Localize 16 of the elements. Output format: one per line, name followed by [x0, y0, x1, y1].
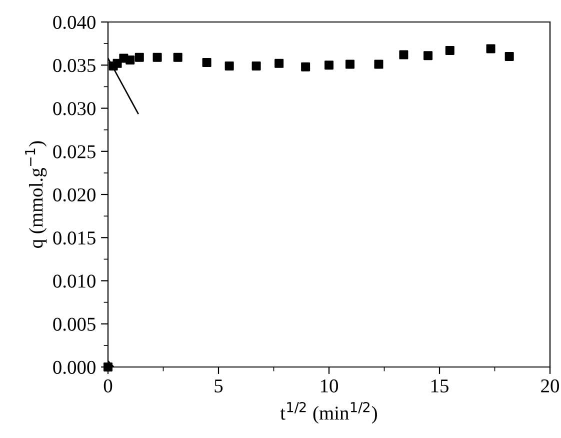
x-tick-label: 20 — [541, 379, 559, 392]
x-tick-label: 5 — [214, 380, 223, 392]
x-axis-title: t$^{1/2}$ (min$^{1/2}$) — [280, 402, 377, 424]
y-tick-label: 0.005 — [53, 318, 96, 331]
y-tick-label: 0.015 — [53, 231, 96, 245]
y-tick-label: 0.000 — [53, 360, 96, 374]
y-tick-label: 0.040 — [53, 16, 96, 30]
x-tick-label: 15 — [431, 379, 448, 392]
x-tick-label: 10 — [320, 379, 338, 392]
x-tick-label: 0 — [104, 379, 112, 392]
y-axis-title: q (mmol.g$^{−1}$) — [25, 141, 47, 248]
y-tick-label: 0.030 — [53, 102, 96, 116]
y-tick-label: 0.020 — [53, 188, 96, 202]
y-tick-label: 0.010 — [53, 274, 96, 288]
y-tick-label: 0.035 — [53, 58, 96, 72]
y-tick-label: 0.025 — [53, 145, 96, 158]
